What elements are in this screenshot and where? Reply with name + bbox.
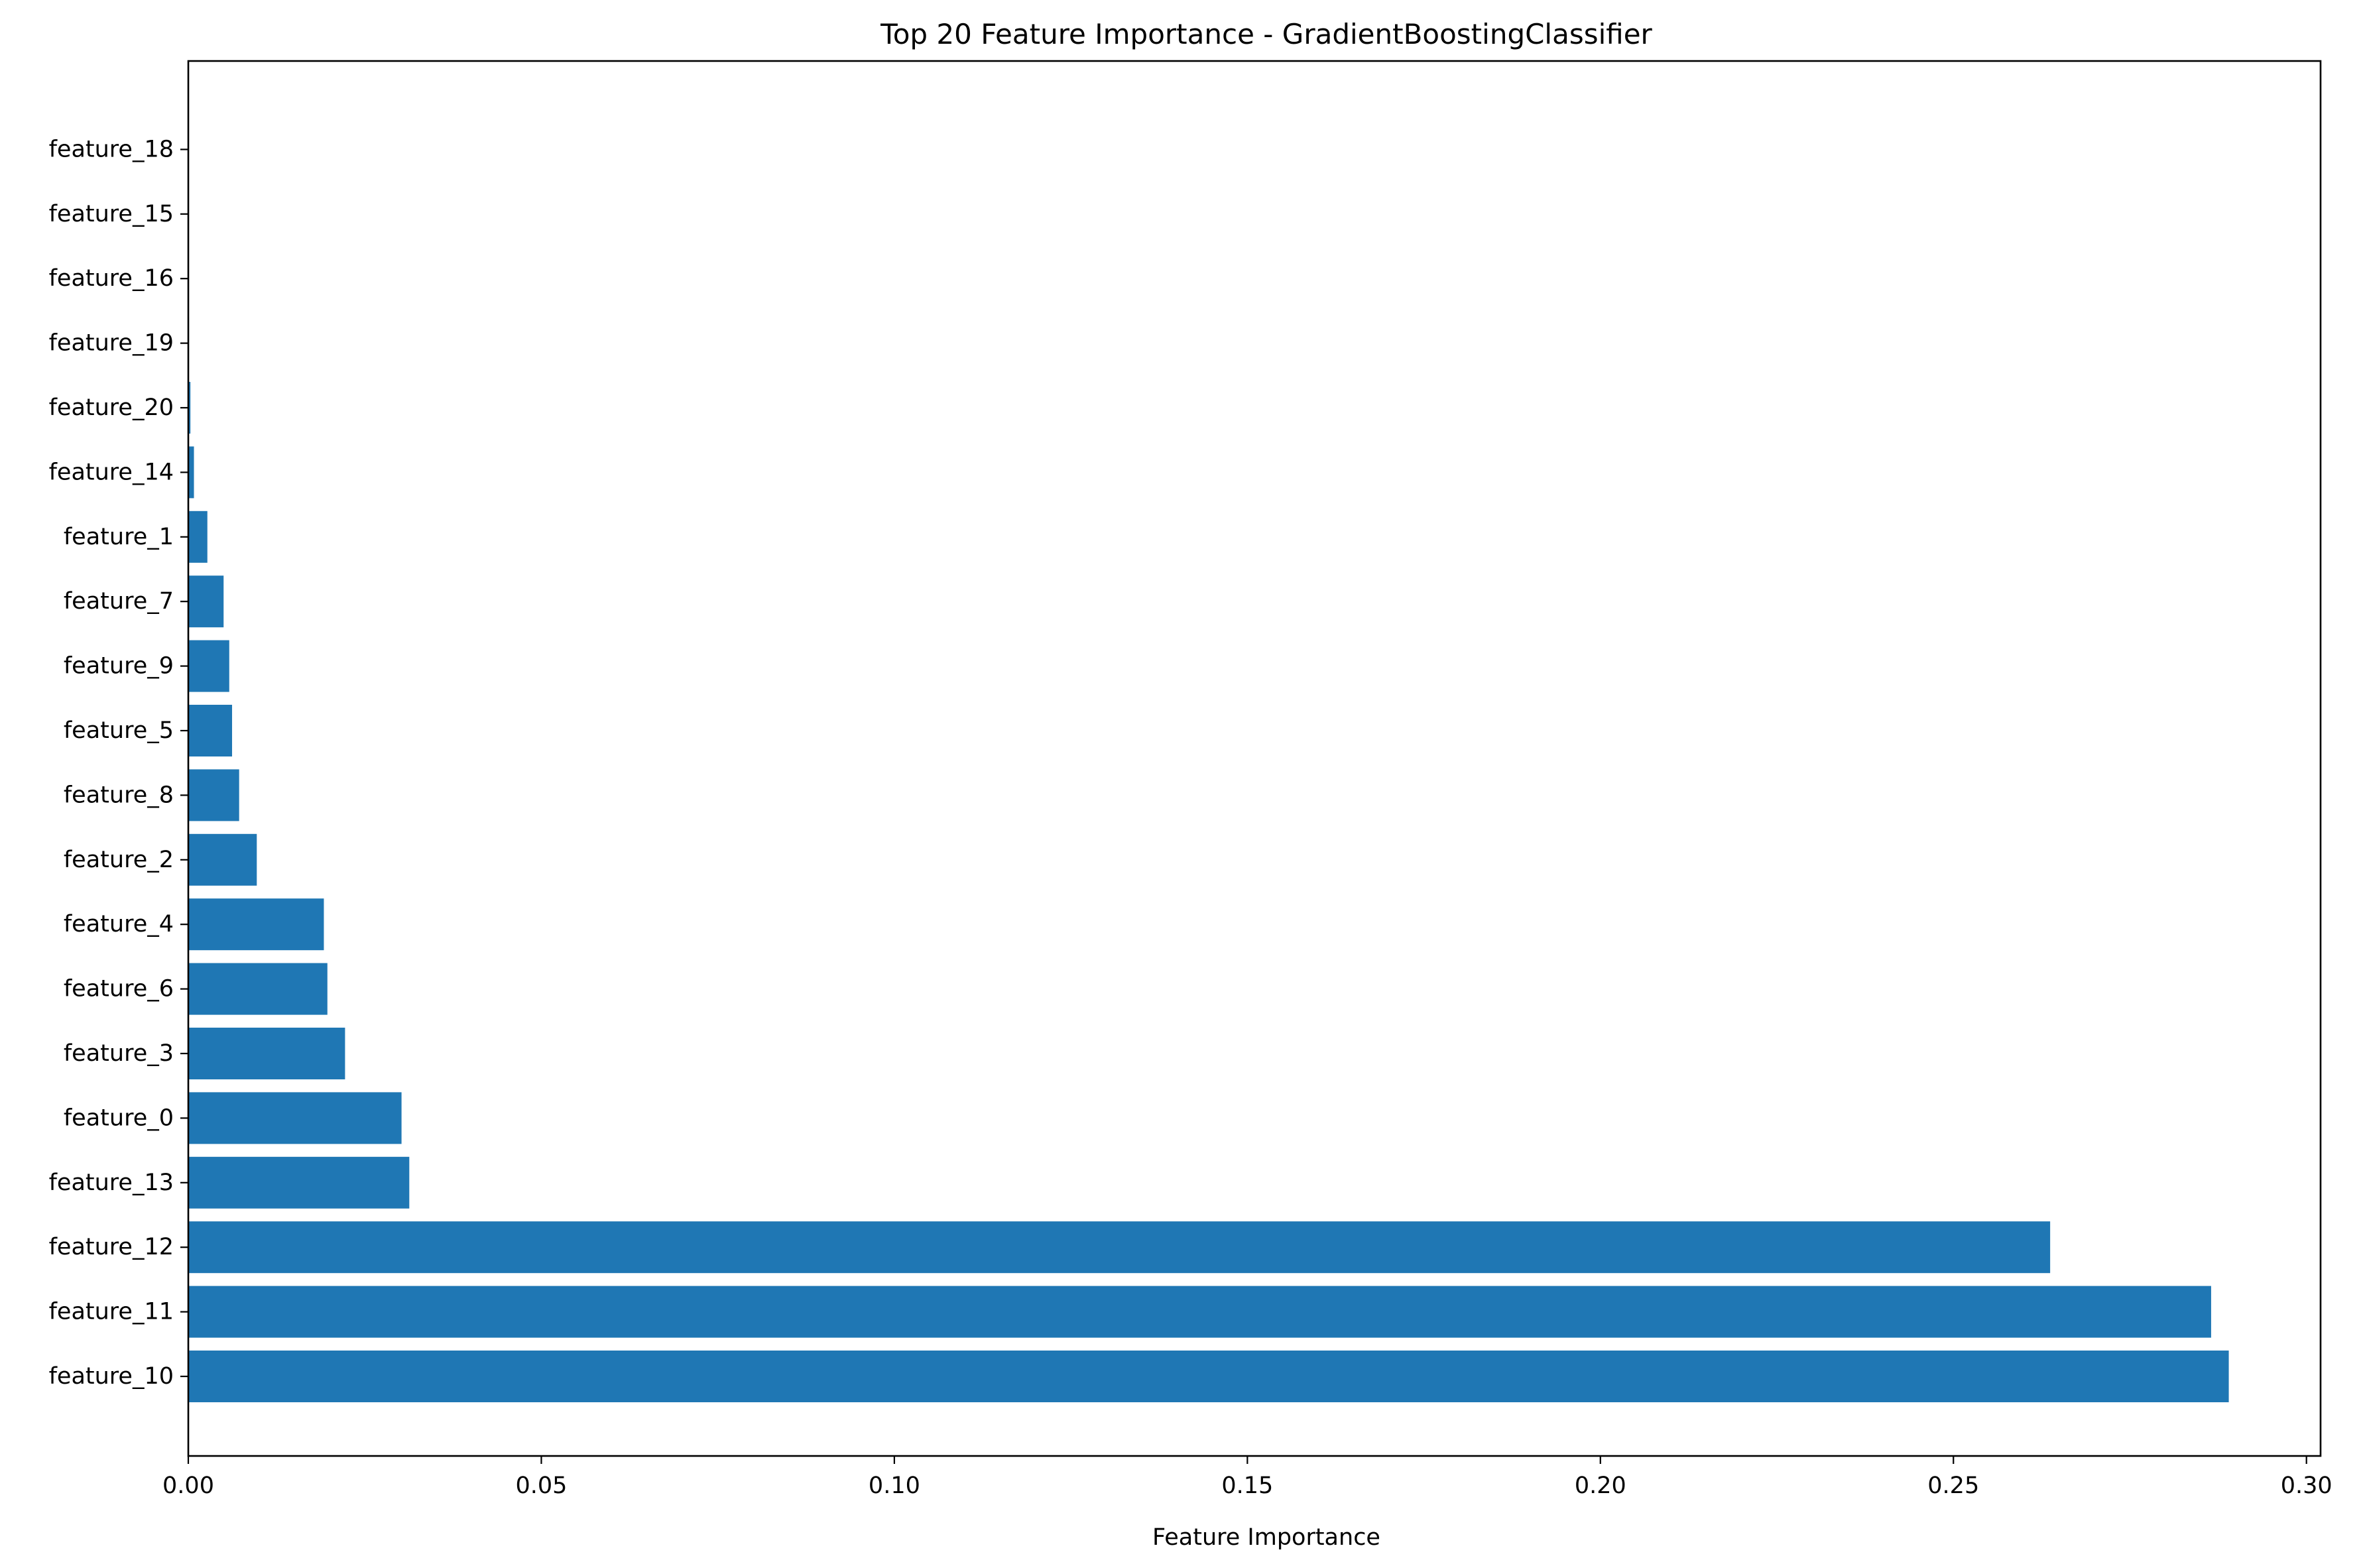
bar-feature-7: [188, 575, 224, 628]
x-tick-label: 0.10: [869, 1473, 920, 1499]
bar-feature-14: [188, 446, 194, 499]
bar-feature-4: [188, 898, 324, 951]
y-tick-label: feature_0: [64, 1105, 174, 1131]
y-tick-label: feature_2: [64, 847, 174, 873]
y-tick-label: feature_19: [49, 330, 174, 357]
y-tick-label: feature_8: [64, 782, 174, 808]
y-tick-label: feature_4: [64, 911, 174, 937]
bars-layer: [188, 317, 2229, 1402]
y-tick-label: feature_15: [49, 201, 174, 227]
y-tick-label: feature_10: [49, 1363, 174, 1390]
y-tick-label: feature_12: [49, 1234, 174, 1260]
bar-feature-13: [188, 1156, 410, 1209]
bar-feature-10: [188, 1351, 2229, 1402]
bar-feature-8: [188, 769, 239, 821]
bar-feature-11: [188, 1286, 2211, 1338]
bar-feature-12: [188, 1221, 2051, 1274]
x-tick-label: 0.20: [1575, 1473, 1626, 1499]
bar-feature-9: [188, 640, 229, 692]
bar-feature-5: [188, 705, 233, 756]
bar-feature-1: [188, 511, 208, 563]
y-tick-label: feature_3: [64, 1040, 174, 1067]
bar-feature-2: [188, 833, 257, 886]
y-tick-label: feature_9: [64, 653, 174, 680]
y-tick-label: feature_20: [49, 394, 174, 421]
y-tick-label: feature_1: [64, 524, 174, 550]
x-tick-label: 0.15: [1221, 1473, 1273, 1499]
x-tick-label: 0.05: [515, 1473, 567, 1499]
bar-feature-0: [188, 1092, 402, 1144]
y-tick-label: feature_7: [64, 588, 174, 615]
y-tick-label: feature_11: [49, 1299, 174, 1325]
bar-feature-6: [188, 963, 328, 1015]
x-tick-label: 0.00: [162, 1473, 214, 1499]
bar-feature-3: [188, 1028, 345, 1079]
x-axis-ticks: 0.00 0.05 0.10 0.15 0.20 0.25 0.30: [162, 1456, 2333, 1499]
y-tick-label: feature_13: [49, 1170, 174, 1196]
y-tick-label: feature_6: [64, 976, 174, 1002]
bar-feature-20: [188, 382, 191, 434]
y-tick-label: feature_16: [49, 265, 174, 292]
x-tick-label: 0.25: [1927, 1473, 1979, 1499]
y-tick-label: feature_14: [49, 459, 174, 485]
y-axis-ticks: feature_10 feature_11 feature_12 feature_13…: [49, 136, 188, 1390]
y-tick-label: feature_18: [49, 136, 174, 162]
y-tick-label: feature_5: [64, 717, 174, 744]
chart-title: Top 20 Feature Importance - GradientBoos…: [880, 18, 1652, 50]
plot-frame: [187, 60, 2322, 1457]
x-axis-label: Feature Importance: [1152, 1524, 1380, 1551]
x-tick-label: 0.30: [2281, 1473, 2333, 1499]
